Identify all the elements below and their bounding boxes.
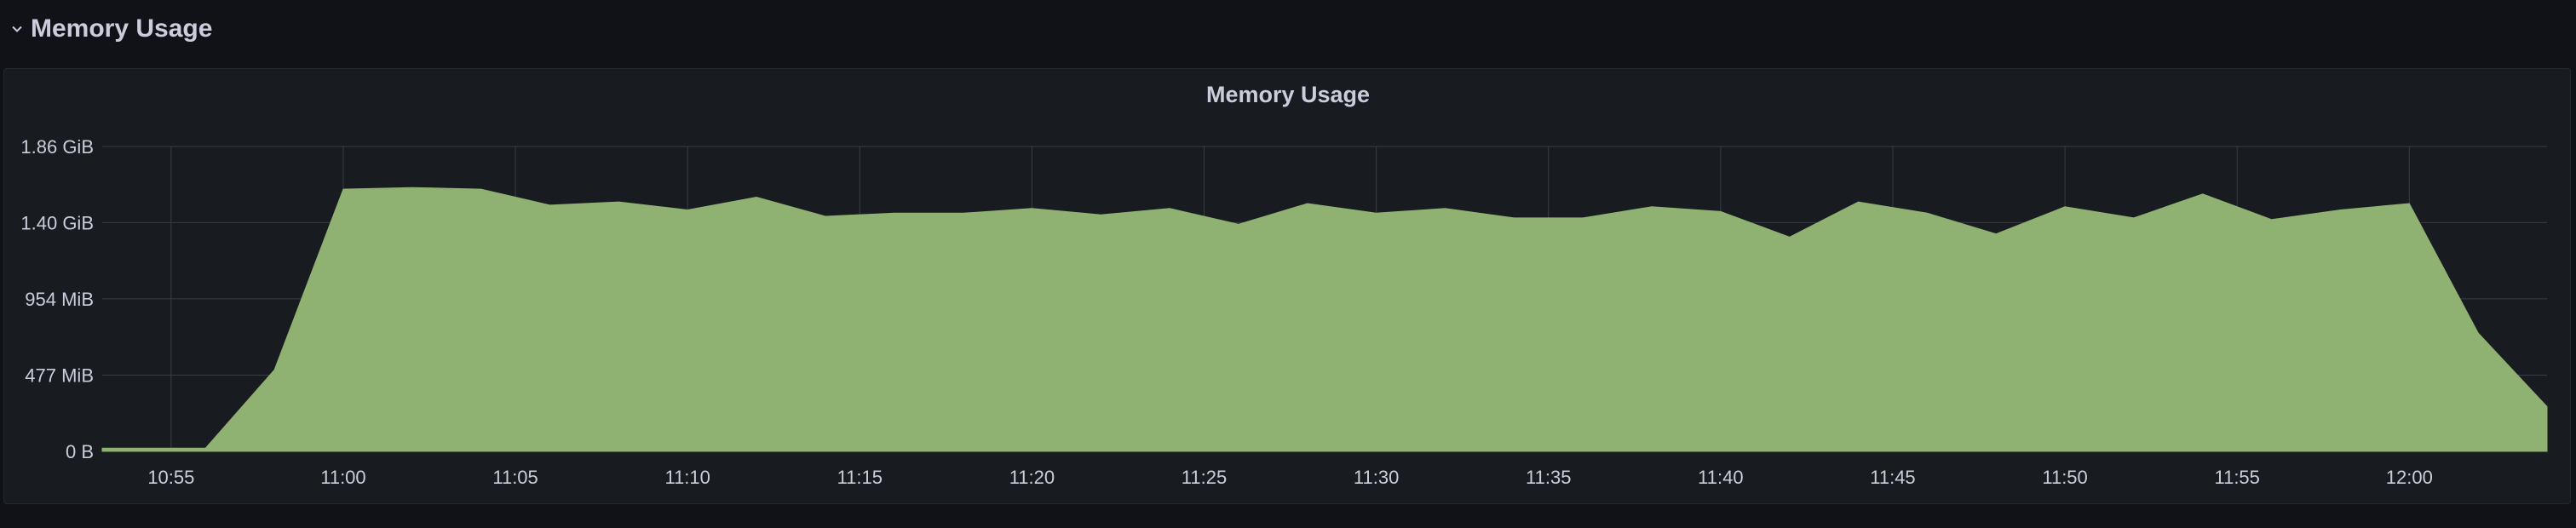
x-tick-label: 10:55 [147, 467, 194, 488]
x-tick-label: 11:00 [320, 467, 365, 488]
y-tick-label: 0 B [66, 441, 94, 462]
x-tick-label: 11:40 [1698, 467, 1743, 488]
x-tick-label: 11:10 [664, 467, 710, 488]
x-tick-label: 11:35 [1526, 467, 1571, 488]
x-tick-label: 12:00 [2386, 467, 2433, 488]
x-tick-label: 11:20 [1009, 467, 1055, 488]
memory-usage-area [101, 187, 2548, 452]
x-tick-label: 11:50 [2042, 467, 2087, 488]
y-tick-label: 477 MiB [25, 364, 94, 386]
x-tick-label: 11:25 [1182, 467, 1227, 488]
x-tick-label: 11:05 [492, 467, 538, 488]
row-title[interactable]: Memory Usage [31, 14, 213, 43]
y-tick-label: 1.86 GiB [20, 136, 94, 158]
x-tick-label: 11:55 [2214, 467, 2259, 488]
y-tick-label: 954 MiB [25, 289, 94, 310]
y-tick-label: 1.40 GiB [20, 212, 94, 233]
x-tick-label: 11:45 [1870, 467, 1915, 488]
row-header[interactable]: Memory Usage [0, 0, 2576, 60]
panel-title[interactable]: Memory Usage [1205, 82, 1371, 107]
x-tick-label: 11:30 [1354, 467, 1399, 488]
chevron-down-icon[interactable] [9, 20, 26, 37]
x-tick-label: 11:15 [837, 467, 883, 488]
